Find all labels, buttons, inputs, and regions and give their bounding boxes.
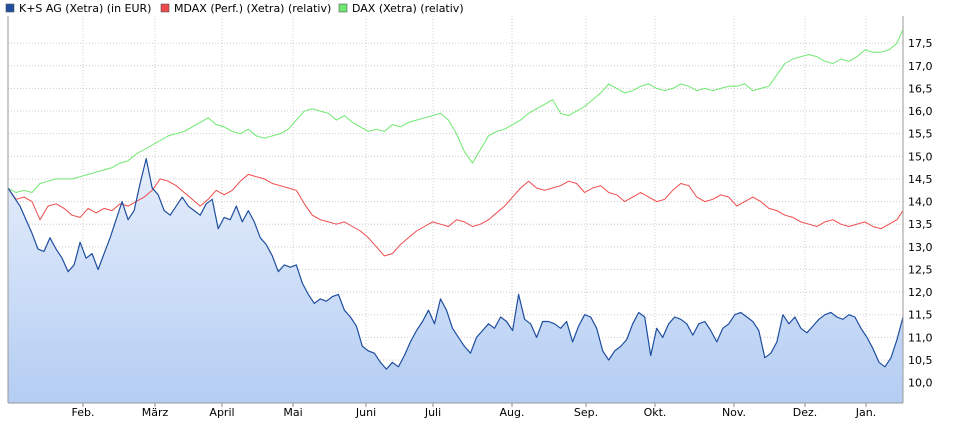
y-tick-label: 12,5 <box>908 263 933 276</box>
y-tick-label: 13,0 <box>908 241 933 254</box>
series-line-1 <box>7 173 904 257</box>
y-tick-label: 11,0 <box>908 331 933 344</box>
x-tick-label: Aug. <box>500 406 525 419</box>
x-tick-label: Juli <box>424 406 441 419</box>
y-tick-label: 11,5 <box>908 309 933 322</box>
y-tick-label: 16,5 <box>908 82 933 95</box>
x-tick-label: Jan. <box>855 406 876 419</box>
y-tick-label: 15,0 <box>908 150 933 163</box>
legend: K+S AG (Xetra) (in EUR) MDAX (Perf.) (Xet… <box>5 2 464 15</box>
y-tick-label: 17,0 <box>908 60 933 73</box>
legend-label: K+S AG (Xetra) (in EUR) <box>19 2 151 15</box>
y-tick-label: 14,0 <box>908 196 933 209</box>
x-tick-label: Mai <box>283 406 302 419</box>
axes: 10,0 10,5 11,0 11,5 12,0 12,5 13,0 13,5 14,0 14,5… <box>7 16 933 419</box>
y-tick-label: 16,0 <box>908 105 933 118</box>
legend-label: DAX (Xetra) (relativ) <box>352 2 464 15</box>
legend-swatch <box>160 3 170 13</box>
x-tick-label: Dez. <box>793 406 818 419</box>
x-tick-label: Okt. <box>644 406 667 419</box>
y-tick-label: 15,5 <box>908 128 933 141</box>
legend-swatch <box>5 3 15 13</box>
series-line-2 <box>7 29 904 193</box>
series-area-ks <box>8 158 903 403</box>
y-tick-label: 10,0 <box>908 377 933 390</box>
y-tick-label: 14,5 <box>908 173 933 186</box>
y-tick-label: 17,5 <box>908 37 933 50</box>
x-tick-label: Sep. <box>574 406 598 419</box>
y-tick-label: 10,5 <box>908 354 933 367</box>
y-tick-label: 12,0 <box>908 286 933 299</box>
series-line-0 <box>7 158 904 370</box>
legend-label: MDAX (Perf.) (Xetra) (relativ) <box>174 2 331 15</box>
x-tick-label: Feb. <box>72 406 95 419</box>
x-tick-label: Nov. <box>722 406 746 419</box>
legend-swatch <box>338 3 348 13</box>
x-tick-label: Juni <box>355 406 376 419</box>
x-tick-label: März <box>142 406 169 419</box>
x-tick-label: April <box>209 406 234 419</box>
y-tick-label: 13,5 <box>908 218 933 231</box>
plot-area <box>7 29 904 403</box>
